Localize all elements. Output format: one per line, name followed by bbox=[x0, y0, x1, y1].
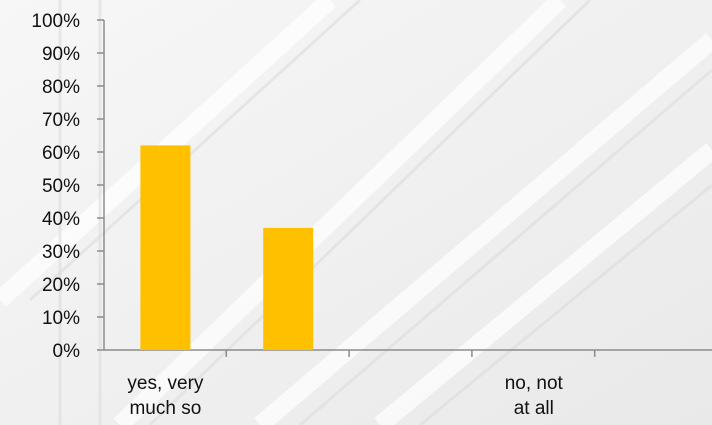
bar bbox=[140, 145, 191, 350]
y-tick-label: 90% bbox=[42, 44, 80, 65]
y-tick-label: 40% bbox=[42, 209, 80, 230]
y-tick-label: 80% bbox=[42, 77, 80, 98]
x-category-label: yes, very much so bbox=[127, 373, 204, 419]
y-tick-label: 30% bbox=[42, 242, 80, 263]
y-tick-label: 10% bbox=[42, 308, 80, 329]
y-tick-label: 100% bbox=[31, 11, 80, 32]
x-category-label: no, not at all bbox=[505, 373, 564, 419]
y-tick-label: 20% bbox=[42, 275, 80, 296]
y-tick-label: 60% bbox=[42, 143, 80, 164]
y-tick-label: 0% bbox=[53, 341, 81, 362]
y-tick-label: 70% bbox=[42, 110, 80, 131]
bar bbox=[263, 227, 314, 350]
y-tick-label: 50% bbox=[42, 176, 80, 197]
